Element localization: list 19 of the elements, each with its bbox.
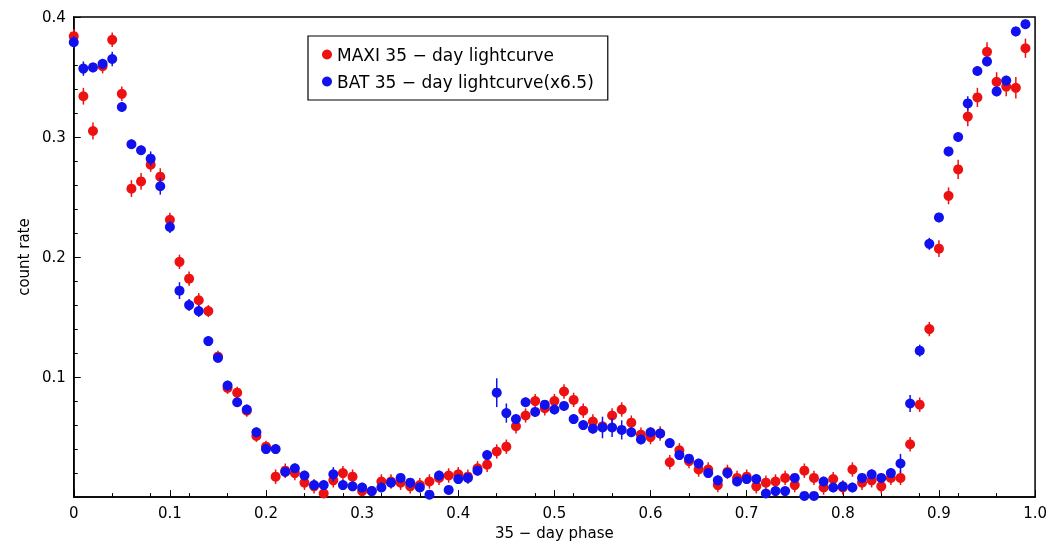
x-tick-label: 0.3 [350,503,375,522]
y-tick-label: 0.2 [41,248,66,267]
x-axis-title: 35 − day phase [495,523,614,542]
x-tick-label: 0.4 [446,503,471,522]
x-tick-label: 1.0 [1023,503,1047,522]
y-tick-label: 0.3 [41,128,66,147]
x-tick-label: 0.9 [927,503,951,522]
y-tick-label: 0.1 [41,368,66,387]
legend-label: MAXI 35 − day lightcurve [337,44,555,65]
y-tick-label: 0.4 [41,8,66,26]
x-tick-label: 0.5 [542,503,567,522]
x-tick-label: 0.8 [830,503,855,522]
x-tick-label: 0 [68,503,79,522]
y-axis-title: count rate [14,218,33,296]
x-tick-label: 0.1 [157,503,182,522]
x-tick-label: 0.6 [638,503,663,522]
legend-label: BAT 35 − day lightcurve(x6.5) [337,71,594,92]
x-tick-label: 0.2 [254,503,278,522]
x-tick-label: 0.7 [734,503,759,522]
